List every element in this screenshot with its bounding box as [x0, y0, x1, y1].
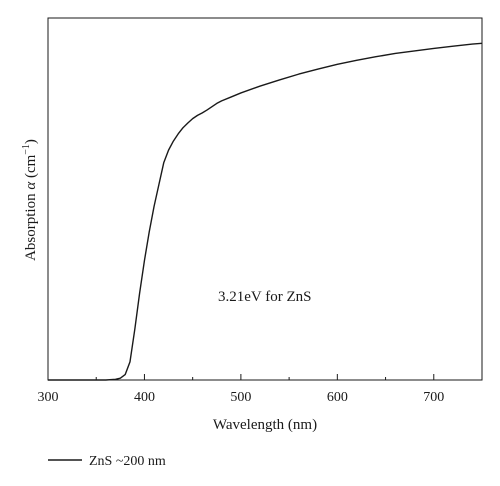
x-axis-label: Wavelength (nm) — [213, 417, 317, 433]
x-tick-label-700: 700 — [423, 390, 444, 405]
x-tick-label-300: 300 — [38, 390, 59, 405]
legend-label: ZnS ~200 nm — [89, 454, 166, 469]
x-axis-tick-labels: 300 400 500 600 700 — [38, 390, 445, 405]
x-tick-label-400: 400 — [134, 390, 155, 405]
legend: ZnS ~200 nm — [48, 454, 166, 469]
x-axis-ticks — [47, 374, 435, 380]
series-line-zns-200nm — [48, 42, 483, 381]
annotation-bandgap: 3.21eV for ZnS — [218, 289, 311, 305]
x-tick-label-500: 500 — [230, 390, 251, 405]
x-tick-label-600: 600 — [327, 390, 348, 405]
y-axis-label: Absorption α (cm−1) — [21, 139, 39, 261]
plot-frame — [47, 17, 483, 381]
